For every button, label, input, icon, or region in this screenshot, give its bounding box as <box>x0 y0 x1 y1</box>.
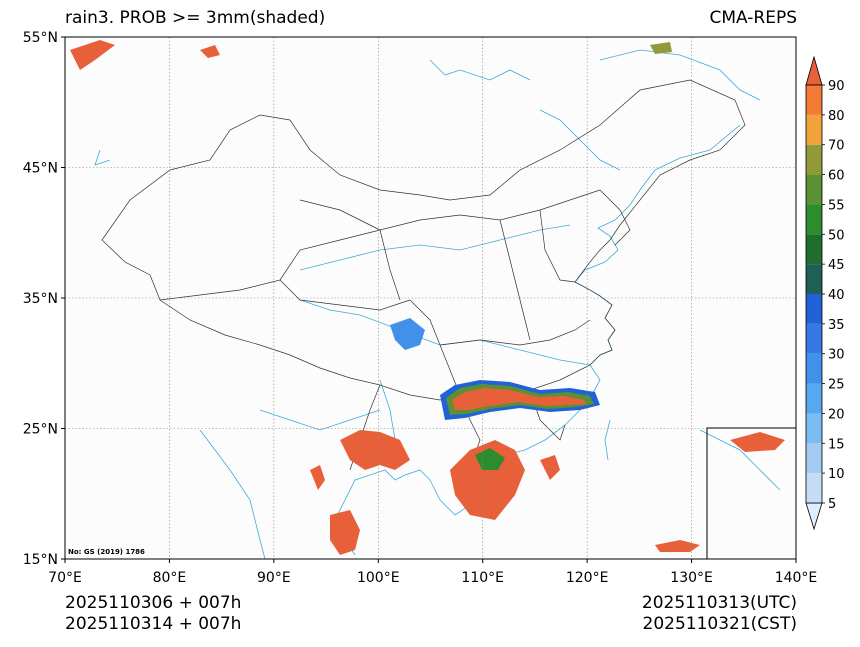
colorbar-segment <box>806 473 822 503</box>
colorbar-label: 25 <box>828 378 845 393</box>
colorbar-label: 55 <box>828 198 845 213</box>
colorbar: 5 10 15 20 25 30 35 40 45 50 55 60 70 80 90 <box>805 55 845 531</box>
gridlines <box>65 37 796 559</box>
colorbar-extend-low <box>805 502 823 531</box>
latitude-labels: 55°N 45°N 35°N 25°N 15°N <box>23 30 65 568</box>
lat-label: 35°N <box>23 291 58 307</box>
lon-label: 70°E <box>48 570 82 586</box>
lat-label: 15°N <box>23 552 58 568</box>
map-title: rain3. PROB >= 3mm(shaded) <box>65 8 326 28</box>
colorbar-label: 50 <box>828 228 845 243</box>
colorbar-segment <box>806 85 822 115</box>
lat-label: 45°N <box>23 161 58 177</box>
colorbar-label: 70 <box>828 139 845 154</box>
lon-label: 130°E <box>670 570 713 586</box>
model-name: CMA-REPS <box>709 8 797 28</box>
lon-label: 120°E <box>566 570 609 586</box>
init-time-block: 2025110306 + 007h 2025110314 + 007h <box>65 593 241 635</box>
colorbar-segment <box>806 383 822 414</box>
colorbar-segment <box>806 264 822 294</box>
colorbar-segment <box>806 294 822 324</box>
colorbar-label: 40 <box>828 288 845 303</box>
colorbar-segment <box>806 353 822 384</box>
valid-time-cst: 2025110321(CST) <box>642 614 797 634</box>
valid-time-block: 2025110313(UTC) 2025110321(CST) <box>642 593 797 635</box>
colorbar-segment <box>806 144 822 175</box>
colorbar-label: 30 <box>828 348 845 363</box>
colorbar-segment <box>806 323 822 354</box>
borders <box>101 79 746 471</box>
valid-time-utc: 2025110313(UTC) <box>641 593 797 613</box>
lon-label: 100°E <box>357 570 400 586</box>
colorbar-segment <box>806 413 822 444</box>
colorbar-label: 5 <box>828 497 836 512</box>
lon-label: 140°E <box>775 570 818 586</box>
init-time-cst: 2025110314 + 007h <box>65 614 242 634</box>
colorbar-segment <box>806 204 822 235</box>
lon-label: 110°E <box>461 570 504 586</box>
colorbar-segment <box>806 443 822 474</box>
colorbar-label: 90 <box>828 79 845 94</box>
lat-label: 55°N <box>23 30 58 46</box>
colorbar-segment <box>806 174 822 205</box>
lon-label: 80°E <box>153 570 187 586</box>
colorbar-label: 80 <box>828 109 845 124</box>
colorbar-label: 10 <box>828 467 845 482</box>
colorbar-label: 45 <box>828 258 845 273</box>
colorbar-label: 35 <box>828 318 845 333</box>
precip-probability-shading <box>70 40 785 555</box>
lat-label: 25°N <box>23 422 58 438</box>
colorbar-segment <box>806 114 822 145</box>
init-time-utc: 2025110306 + 007h <box>65 593 242 613</box>
lon-label: 90°E <box>257 570 291 586</box>
colorbar-extend-high <box>805 55 823 86</box>
longitude-labels: 70°E 80°E 90°E 100°E 110°E 120°E 130°E 140°E <box>48 559 817 586</box>
colorbar-label: 15 <box>828 437 845 452</box>
colorbar-label: 60 <box>828 169 845 184</box>
colorbar-label: 20 <box>828 407 845 422</box>
map-approval-note: No: GS (2019) 1786 <box>68 548 145 556</box>
colorbar-segment <box>806 234 822 265</box>
